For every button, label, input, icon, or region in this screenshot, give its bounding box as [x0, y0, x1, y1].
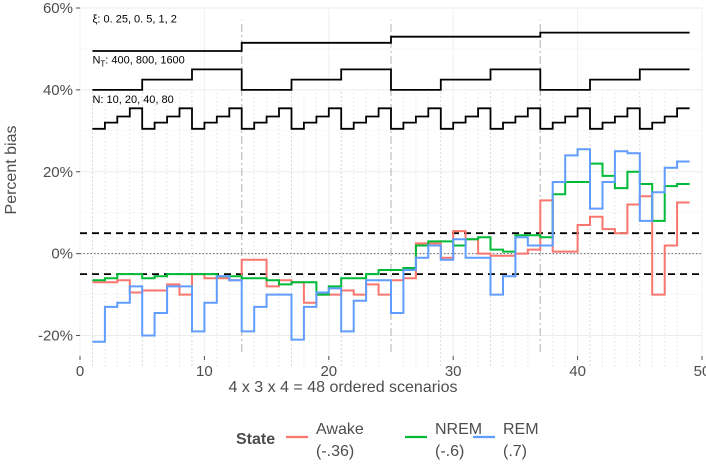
x-tick-label: 30	[445, 363, 462, 380]
reference-lines	[80, 232, 702, 276]
series-lines	[92, 148, 690, 343]
x-tick-label: 10	[196, 363, 213, 380]
y-tick-label: 0%	[51, 246, 73, 263]
y-tick-label: 40%	[43, 82, 73, 99]
n-levels-label: N: 10, 20, 40, 80	[92, 94, 173, 106]
x-tick-label: 50	[694, 363, 706, 380]
nt-levels-step	[92, 68, 690, 91]
legend-sublabel: (-.6)	[435, 443, 464, 460]
y-axis-title: Percent bias	[3, 126, 20, 215]
xi-levels-step	[92, 31, 690, 52]
y-tick-label: 20%	[43, 164, 73, 181]
series-line-nrem	[92, 162, 690, 296]
legend-sublabel: (.7)	[503, 443, 527, 460]
legend-sublabel: (-.36)	[316, 443, 354, 460]
series-line-rem	[92, 148, 690, 343]
nt-levels-label-sub: T	[100, 59, 105, 68]
y-tick-label: 60%	[43, 0, 73, 17]
scenario-design-annotations: ξ: 0. 25, 0. 5, 1, 2NT: 400, 800, 1600N:…	[92, 13, 690, 130]
legend-label: NREM	[435, 421, 482, 438]
x-axis-title: 4 x 3 x 4 = 48 ordered scenarios	[228, 379, 457, 396]
nt-levels-label-rest: : 400, 800, 1600	[105, 54, 185, 66]
xi-levels-label: ξ: 0. 25, 0. 5, 1, 2	[92, 13, 176, 25]
legend-label: Awake	[316, 421, 364, 438]
y-tick-label: -20%	[38, 328, 73, 345]
nt-levels-label: NT: 400, 800, 1600	[92, 54, 184, 68]
x-tick-label: 40	[569, 363, 586, 380]
legend: State Awake (-.36) NREM (-.6) REM (.7)	[236, 421, 539, 460]
legend-title: State	[236, 431, 275, 448]
x-tick-label: 0	[76, 363, 84, 380]
nt-levels-label-main: N	[92, 54, 100, 66]
n-levels-step	[92, 107, 690, 130]
axes: -20% 0% 20% 40% 60% 0 10 20 30 40 50 4 x 3 x 4 = 48…	[3, 0, 706, 396]
legend-label: REM	[503, 421, 539, 438]
x-tick-label: 20	[320, 363, 337, 380]
